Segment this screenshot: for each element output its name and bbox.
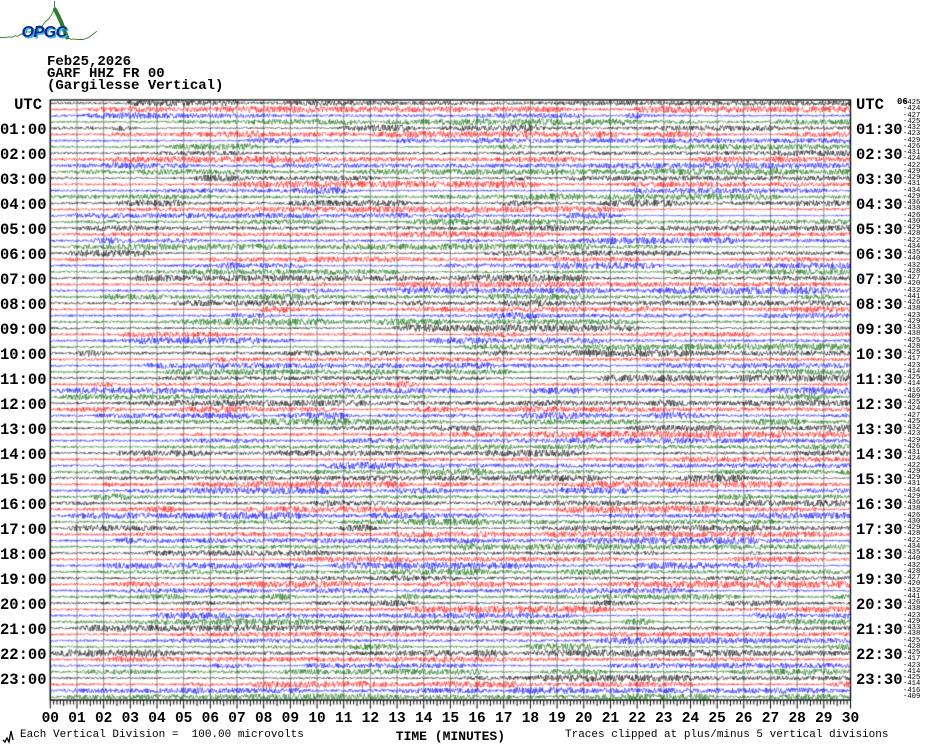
svg-text:OPGC: OPGC [22,24,68,41]
